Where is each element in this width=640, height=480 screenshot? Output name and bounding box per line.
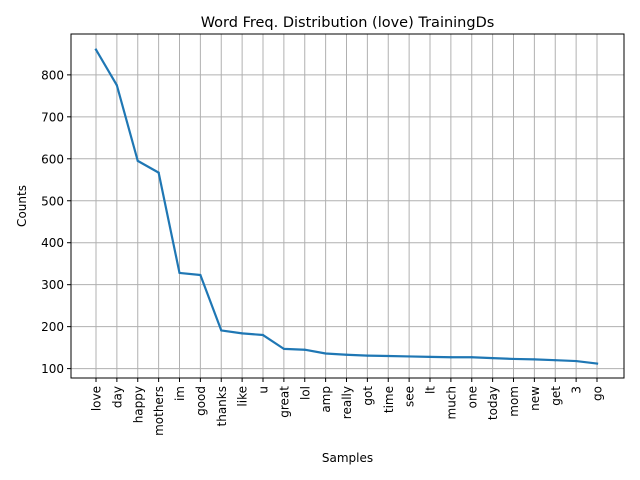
data-point bbox=[366, 354, 369, 357]
x-tick-label: mom bbox=[507, 386, 521, 417]
data-point bbox=[115, 84, 118, 87]
y-tick-label: 700 bbox=[41, 110, 64, 124]
data-point bbox=[157, 171, 160, 174]
data-point bbox=[282, 347, 285, 350]
data-point bbox=[470, 356, 473, 359]
y-tick-label: 200 bbox=[41, 320, 64, 334]
data-point bbox=[303, 348, 306, 351]
data-point bbox=[533, 358, 536, 361]
x-tick-label: go bbox=[591, 386, 605, 401]
data-point bbox=[575, 359, 578, 363]
data-point bbox=[178, 271, 181, 275]
x-axis-ticks: love day happy mothers im good thanks like u grea… bbox=[90, 378, 605, 436]
x-tick-label: got bbox=[361, 386, 375, 406]
x-tick-label: lol bbox=[298, 386, 312, 400]
y-tick-label: 500 bbox=[41, 194, 64, 208]
data-point bbox=[199, 273, 202, 277]
x-tick-label: love bbox=[90, 386, 104, 411]
x-tick-label: get bbox=[549, 386, 563, 406]
x-tick-label: happy bbox=[131, 386, 145, 423]
y-gridlines bbox=[71, 74, 624, 370]
x-tick-label: today bbox=[486, 386, 500, 420]
x-tick-label: time bbox=[382, 386, 396, 413]
data-point bbox=[220, 329, 223, 332]
data-point bbox=[345, 353, 348, 356]
y-tick-label: 400 bbox=[41, 236, 64, 250]
x-tick-label: im bbox=[173, 386, 187, 401]
x-tick-label: really bbox=[340, 386, 354, 419]
data-point bbox=[324, 352, 327, 355]
x-tick-label: like bbox=[236, 386, 250, 407]
data-point bbox=[94, 48, 98, 51]
x-tick-label: one bbox=[465, 386, 479, 408]
y-tick-label: 300 bbox=[41, 278, 64, 292]
data-point bbox=[449, 356, 452, 359]
data-point bbox=[241, 332, 244, 335]
x-tick-label: day bbox=[110, 386, 124, 408]
data-point bbox=[595, 362, 599, 365]
x-gridlines bbox=[95, 34, 598, 378]
y-tick-label: 600 bbox=[41, 152, 64, 166]
chart-title: Word Freq. Distribution (love) TrainingD… bbox=[201, 15, 495, 31]
data-point bbox=[136, 159, 139, 162]
x-tick-label: see bbox=[403, 386, 417, 407]
y-axis-label: Counts bbox=[15, 185, 29, 227]
y-tick-label: 800 bbox=[41, 68, 64, 82]
x-tick-label: much bbox=[444, 386, 458, 420]
x-tick-label: thanks bbox=[215, 386, 229, 426]
data-point bbox=[387, 354, 390, 358]
y-axis-ticks: 100 200 300 400 500 600 700 800 bbox=[41, 68, 71, 376]
x-tick-label: mothers bbox=[152, 386, 166, 436]
x-tick-label: lt bbox=[424, 386, 438, 394]
plot-area-frame bbox=[70, 33, 625, 379]
data-point bbox=[408, 355, 411, 358]
x-tick-label: u bbox=[257, 386, 271, 394]
x-axis-label: Samples bbox=[322, 451, 373, 465]
x-tick-label: good bbox=[194, 386, 208, 416]
x-tick-label: amp bbox=[319, 386, 333, 413]
x-tick-label: great bbox=[277, 386, 291, 418]
series-line-group bbox=[94, 48, 599, 365]
data-point bbox=[261, 333, 265, 337]
data-point bbox=[554, 359, 557, 362]
x-tick-label: 3 bbox=[570, 386, 584, 394]
y-tick-label: 100 bbox=[41, 362, 64, 376]
data-point bbox=[512, 357, 515, 361]
x-tick-label: new bbox=[528, 386, 542, 411]
data-point bbox=[428, 355, 432, 358]
data-point bbox=[491, 357, 494, 360]
